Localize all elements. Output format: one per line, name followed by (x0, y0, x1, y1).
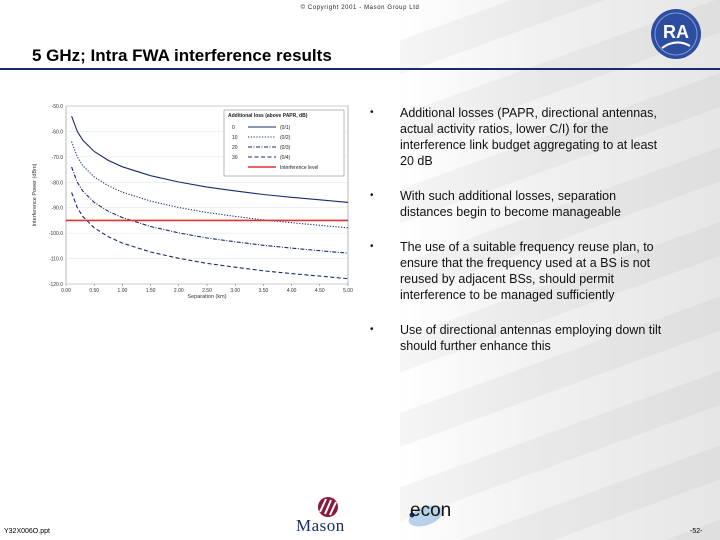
bullet-text: The use of a suitable frequency reuse pl… (400, 240, 654, 302)
ra-logo-icon: RA (651, 9, 701, 59)
mason-logo-text: Mason (296, 516, 345, 535)
series-line (71, 166, 349, 254)
y-tick-label: -80.0 (52, 180, 64, 186)
bullet-text: With such additional losses, separation … (400, 189, 621, 219)
legend-box (223, 109, 345, 177)
bullet-item: • Additional losses (PAPR, directional an… (368, 105, 668, 169)
y-tick-label: -120.0 (49, 282, 63, 288)
page-title: 5 GHz; Intra FWA interference results (32, 46, 332, 65)
legend-loss-label: 10 (232, 135, 238, 141)
x-tick-label: 5.00 (343, 288, 353, 294)
y-tick-label: -60.0 (52, 129, 64, 135)
bullet-item: • Use of directional antennas employing d… (368, 322, 668, 354)
y-tick-label: -70.0 (52, 155, 64, 161)
x-tick-label: 2.50 (202, 288, 212, 294)
legend-title: Additional loss (above PAPR, dB) (228, 113, 308, 119)
bullet-item: • The use of a suitable frequency reuse p… (368, 239, 668, 303)
x-tick-label: 4.50 (315, 288, 325, 294)
x-tick-label: 4.00 (287, 288, 297, 294)
bullet-icon: • (370, 241, 374, 252)
econ-logo-icon (408, 505, 444, 527)
page-number: -52- (690, 528, 703, 535)
series-line (71, 116, 349, 203)
bullet-text: Additional losses (PAPR, directional ant… (400, 106, 658, 168)
y-tick-label: -90.0 (52, 206, 64, 212)
bullet-icon: • (370, 190, 374, 201)
x-tick-label: 2.00 (174, 288, 184, 294)
title-divider (0, 68, 720, 70)
legend-loss-label: 20 (232, 145, 238, 151)
legend-loss-label: 30 (232, 155, 238, 161)
document-id: Y32X006O.ppt (4, 528, 50, 535)
legend-entry: (0/2) (280, 135, 291, 141)
interference-chart: -50.0 -60.0 -70.0 -80.0 -90.0 -100.0 -110.0 -12… (32, 104, 353, 300)
x-axis-label: Separation (km) (187, 294, 226, 300)
ra-logo-text: RA (663, 22, 689, 42)
legend-entry: (0/4) (280, 155, 291, 161)
x-tick-label: 3.50 (259, 288, 269, 294)
legend-entry: (0/3) (280, 145, 291, 151)
bullet-icon: • (370, 324, 374, 335)
bullet-text: Use of directional antennas employing do… (400, 323, 662, 353)
series-line (71, 192, 349, 280)
y-tick-label: -110.0 (49, 257, 63, 263)
y-axis-label: Interference Power (dBm) (32, 163, 38, 226)
x-tick-label: 0.00 (61, 288, 71, 294)
bullet-item: • With such additional losses, separation… (368, 188, 668, 220)
legend-loss-label: 0 (232, 125, 235, 131)
mason-logo-icon (318, 497, 338, 517)
bullet-list: • Additional losses (PAPR, directional an… (368, 105, 668, 373)
x-tick-label: 3.00 (230, 288, 240, 294)
econ-logo-text: econ (410, 500, 452, 521)
y-tick-label: -100.0 (49, 231, 63, 237)
bullet-icon: • (370, 107, 374, 118)
copyright-text: © Copyright 2001 - Mason Group Ltd (300, 5, 420, 11)
legend-entry: (0/1) (280, 125, 291, 131)
x-tick-label: 1.00 (118, 288, 128, 294)
x-tick-label: 1.50 (146, 288, 156, 294)
y-tick-label: -50.0 (52, 104, 64, 110)
legend-entry: Interference level (280, 165, 318, 171)
x-tick-label: 0.50 (89, 288, 99, 294)
background-pattern (400, 0, 720, 540)
